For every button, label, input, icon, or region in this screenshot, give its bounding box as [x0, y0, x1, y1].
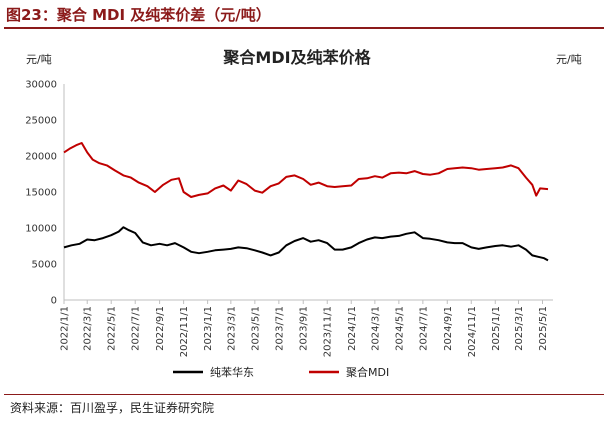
- x-tick-label: 2025/5/1: [538, 306, 549, 351]
- x-tick-label: 2023/7/1: [274, 306, 285, 351]
- x-tick-label: 2023/11/1: [323, 306, 334, 357]
- legend-label-benzene: 纯苯华东: [210, 365, 254, 379]
- figure-title: 图23：聚合 MDI 及纯苯价差（元/吨）: [6, 6, 271, 24]
- x-tick-labels: 2022/1/1 2022/3/1 2022/5/1 2022/7/1 2022/9/1…: [60, 300, 549, 357]
- x-tick-label: 2023/3/1: [226, 306, 237, 351]
- x-tick-label: 2024/3/1: [370, 306, 381, 351]
- x-tick-label: 2024/11/1: [467, 306, 478, 357]
- x-tick-label: 2022/9/1: [155, 306, 166, 351]
- y-tick-label: 10000: [25, 224, 57, 235]
- x-tick-label: 2023/9/1: [299, 306, 310, 351]
- x-tick-label: 2022/3/1: [83, 306, 94, 351]
- chart-title: 聚合MDI及纯苯价格: [222, 48, 371, 67]
- y-tick-label: 30000: [25, 80, 57, 91]
- x-tick-label: 2024/1/1: [347, 306, 358, 351]
- y-axis-unit-left: 元/吨: [26, 53, 52, 66]
- y-tick-label: 15000: [25, 188, 57, 199]
- top-rule: [4, 27, 604, 29]
- x-tick-label: 2025/3/1: [514, 306, 525, 351]
- x-tick-label: 2023/1/1: [203, 306, 214, 351]
- series-line-mdi: [63, 142, 549, 198]
- bottom-rule: [4, 394, 604, 395]
- x-tick-label: 2024/9/1: [443, 306, 454, 351]
- x-tick-label: 2024/5/1: [394, 306, 405, 351]
- x-tick-label: 2022/7/1: [131, 306, 142, 351]
- series-lines: [63, 142, 549, 262]
- x-tick-label: 2023/5/1: [250, 306, 261, 351]
- series-line-benzene: [63, 226, 549, 262]
- y-tick-label: 20000: [25, 152, 57, 163]
- x-tick-label: 2025/1/1: [491, 306, 502, 351]
- legend: 纯苯华东 聚合MDI: [173, 365, 389, 379]
- x-tick-label: 2022/11/1: [179, 306, 190, 357]
- y-tick-labels: 0 5000 10000 15000 20000 25000 30000: [25, 80, 57, 307]
- source-note: 资料来源：百川盈孚，民生证券研究院: [10, 401, 215, 415]
- x-tick-label: 2024/7/1: [418, 306, 429, 351]
- y-tick-label: 5000: [32, 260, 57, 271]
- y-tick-label: 0: [51, 296, 57, 307]
- legend-label-mdi: 聚合MDI: [346, 365, 389, 379]
- y-tick-label: 25000: [25, 116, 57, 127]
- x-tick-label: 2022/1/1: [60, 306, 71, 351]
- x-tick-label: 2022/5/1: [107, 306, 118, 351]
- y-axis-unit-right: 元/吨: [556, 53, 582, 66]
